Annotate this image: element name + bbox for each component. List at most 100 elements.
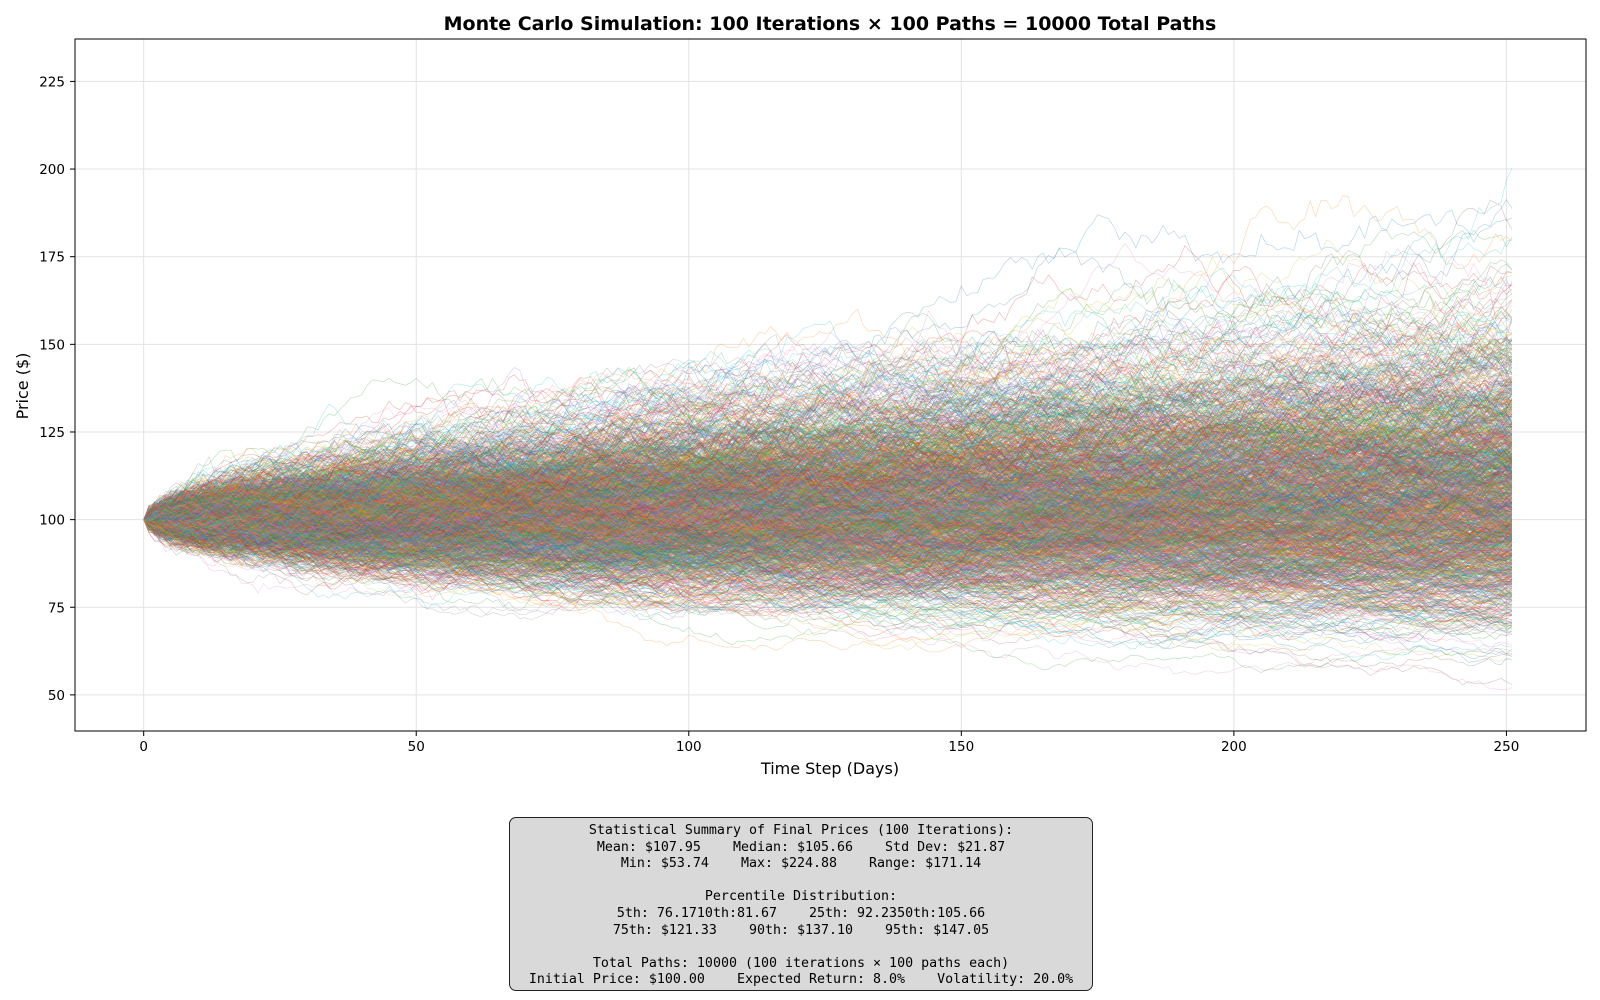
simulation-path [143,432,1513,559]
y-tick-label: 100 [39,513,65,529]
simulation-path [143,511,1513,608]
simulation-path [143,447,1512,573]
simulation-path [143,443,1513,528]
simulation-path [143,398,1513,537]
simulation-path [143,478,1512,566]
simulation-path [143,513,1512,615]
simulation-path [143,439,1512,550]
simulation-path [143,396,1512,549]
simulation-path [143,469,1513,571]
simulation-path [143,340,1512,531]
simulation-path [143,426,1513,541]
simulation-path [143,488,1512,624]
simulation-path [143,383,1513,520]
simulation-path [143,402,1513,566]
simulation-path [143,428,1513,542]
simulation-path [143,467,1513,555]
simulation-path [143,501,1513,602]
simulation-path [143,489,1512,660]
simulation-path [143,470,1512,571]
simulation-path [143,508,1512,601]
simulation-path [143,510,1513,624]
simulation-path [143,411,1512,529]
simulation-path [143,411,1512,561]
simulation-path [143,472,1513,582]
simulation-path [143,487,1513,578]
y-tick-label: 200 [39,162,65,178]
simulation-path [143,493,1512,557]
y-tick-label: 175 [39,250,65,266]
simulation-path [143,507,1512,616]
x-tick-label: 0 [139,739,148,755]
percentile-high: 75th: $121.33 90th: $137.10 95th: $147.0… [510,923,1092,940]
simulation-path [143,468,1512,558]
simulation-path [143,482,1512,545]
simulation-path [143,472,1513,582]
simulation-path [143,446,1513,547]
simulation-path [143,436,1513,544]
simulation-path [143,465,1513,566]
simulation-path [143,440,1513,540]
x-tick-label: 200 [1221,739,1247,755]
simulation-path [143,444,1513,534]
simulation-path [143,398,1513,522]
simulation-path [143,397,1513,537]
simulation-path [143,353,1513,528]
simulation-path [143,429,1513,571]
simulation-path [143,415,1513,520]
simulation-path [143,422,1513,529]
simulation-path [143,484,1513,635]
simulation-path [143,427,1513,528]
simulation-path [143,378,1513,528]
simulation-path [143,449,1513,548]
simulation-path [143,329,1512,520]
simulation-path [143,465,1513,549]
simulation-path [143,333,1512,526]
simulation-path [143,511,1512,635]
simulation-path [143,511,1512,616]
simulation-path [143,405,1513,545]
simulation-path [143,454,1513,522]
simulation-path [143,489,1513,552]
simulation-path [143,499,1512,599]
simulation-path [143,288,1513,564]
y-tick-label: 50 [48,688,65,704]
simulation-path [143,474,1512,547]
simulation-path [143,494,1512,618]
simulation-path [143,434,1513,541]
simulation-path [143,403,1513,533]
simulation-path [143,453,1513,544]
simulation-path [143,501,1513,589]
simulation-path [143,450,1513,547]
simulation-path [143,467,1513,531]
simulation-path [143,324,1513,527]
simulation-path [143,431,1512,550]
simulation-path [143,440,1513,525]
simulation-path [143,513,1513,583]
simulation-path [143,467,1513,523]
simulation-path [143,512,1513,607]
simulation-path [143,376,1513,524]
simulation-path [143,469,1513,549]
percentile-low: 5th: 76.1710th:81.67 25th: 92.2350th:105… [510,906,1092,923]
simulation-path [143,497,1512,590]
chart-title: Monte Carlo Simulation: 100 Iterations ×… [444,13,1217,35]
simulation-path [143,469,1513,544]
summary-range-stats: Min: $53.74 Max: $224.88 Range: $171.14 [510,856,1092,873]
simulation-path [143,482,1513,553]
x-axis-label: Time Step (Days) [760,759,899,778]
simulation-path [143,491,1512,577]
simulation-path [143,491,1513,549]
simulation-path [143,482,1513,581]
simulation-path [143,496,1513,574]
simulation-path [143,356,1513,521]
simulation-path [143,387,1513,535]
simulation-path [143,482,1512,558]
simulation-path [143,460,1512,595]
simulation-path [143,495,1512,568]
x-tick-label: 150 [948,739,974,755]
simulation-path [143,497,1512,572]
simulation-path [143,474,1513,534]
simulation-path [143,507,1513,642]
simulation-path [143,357,1512,538]
